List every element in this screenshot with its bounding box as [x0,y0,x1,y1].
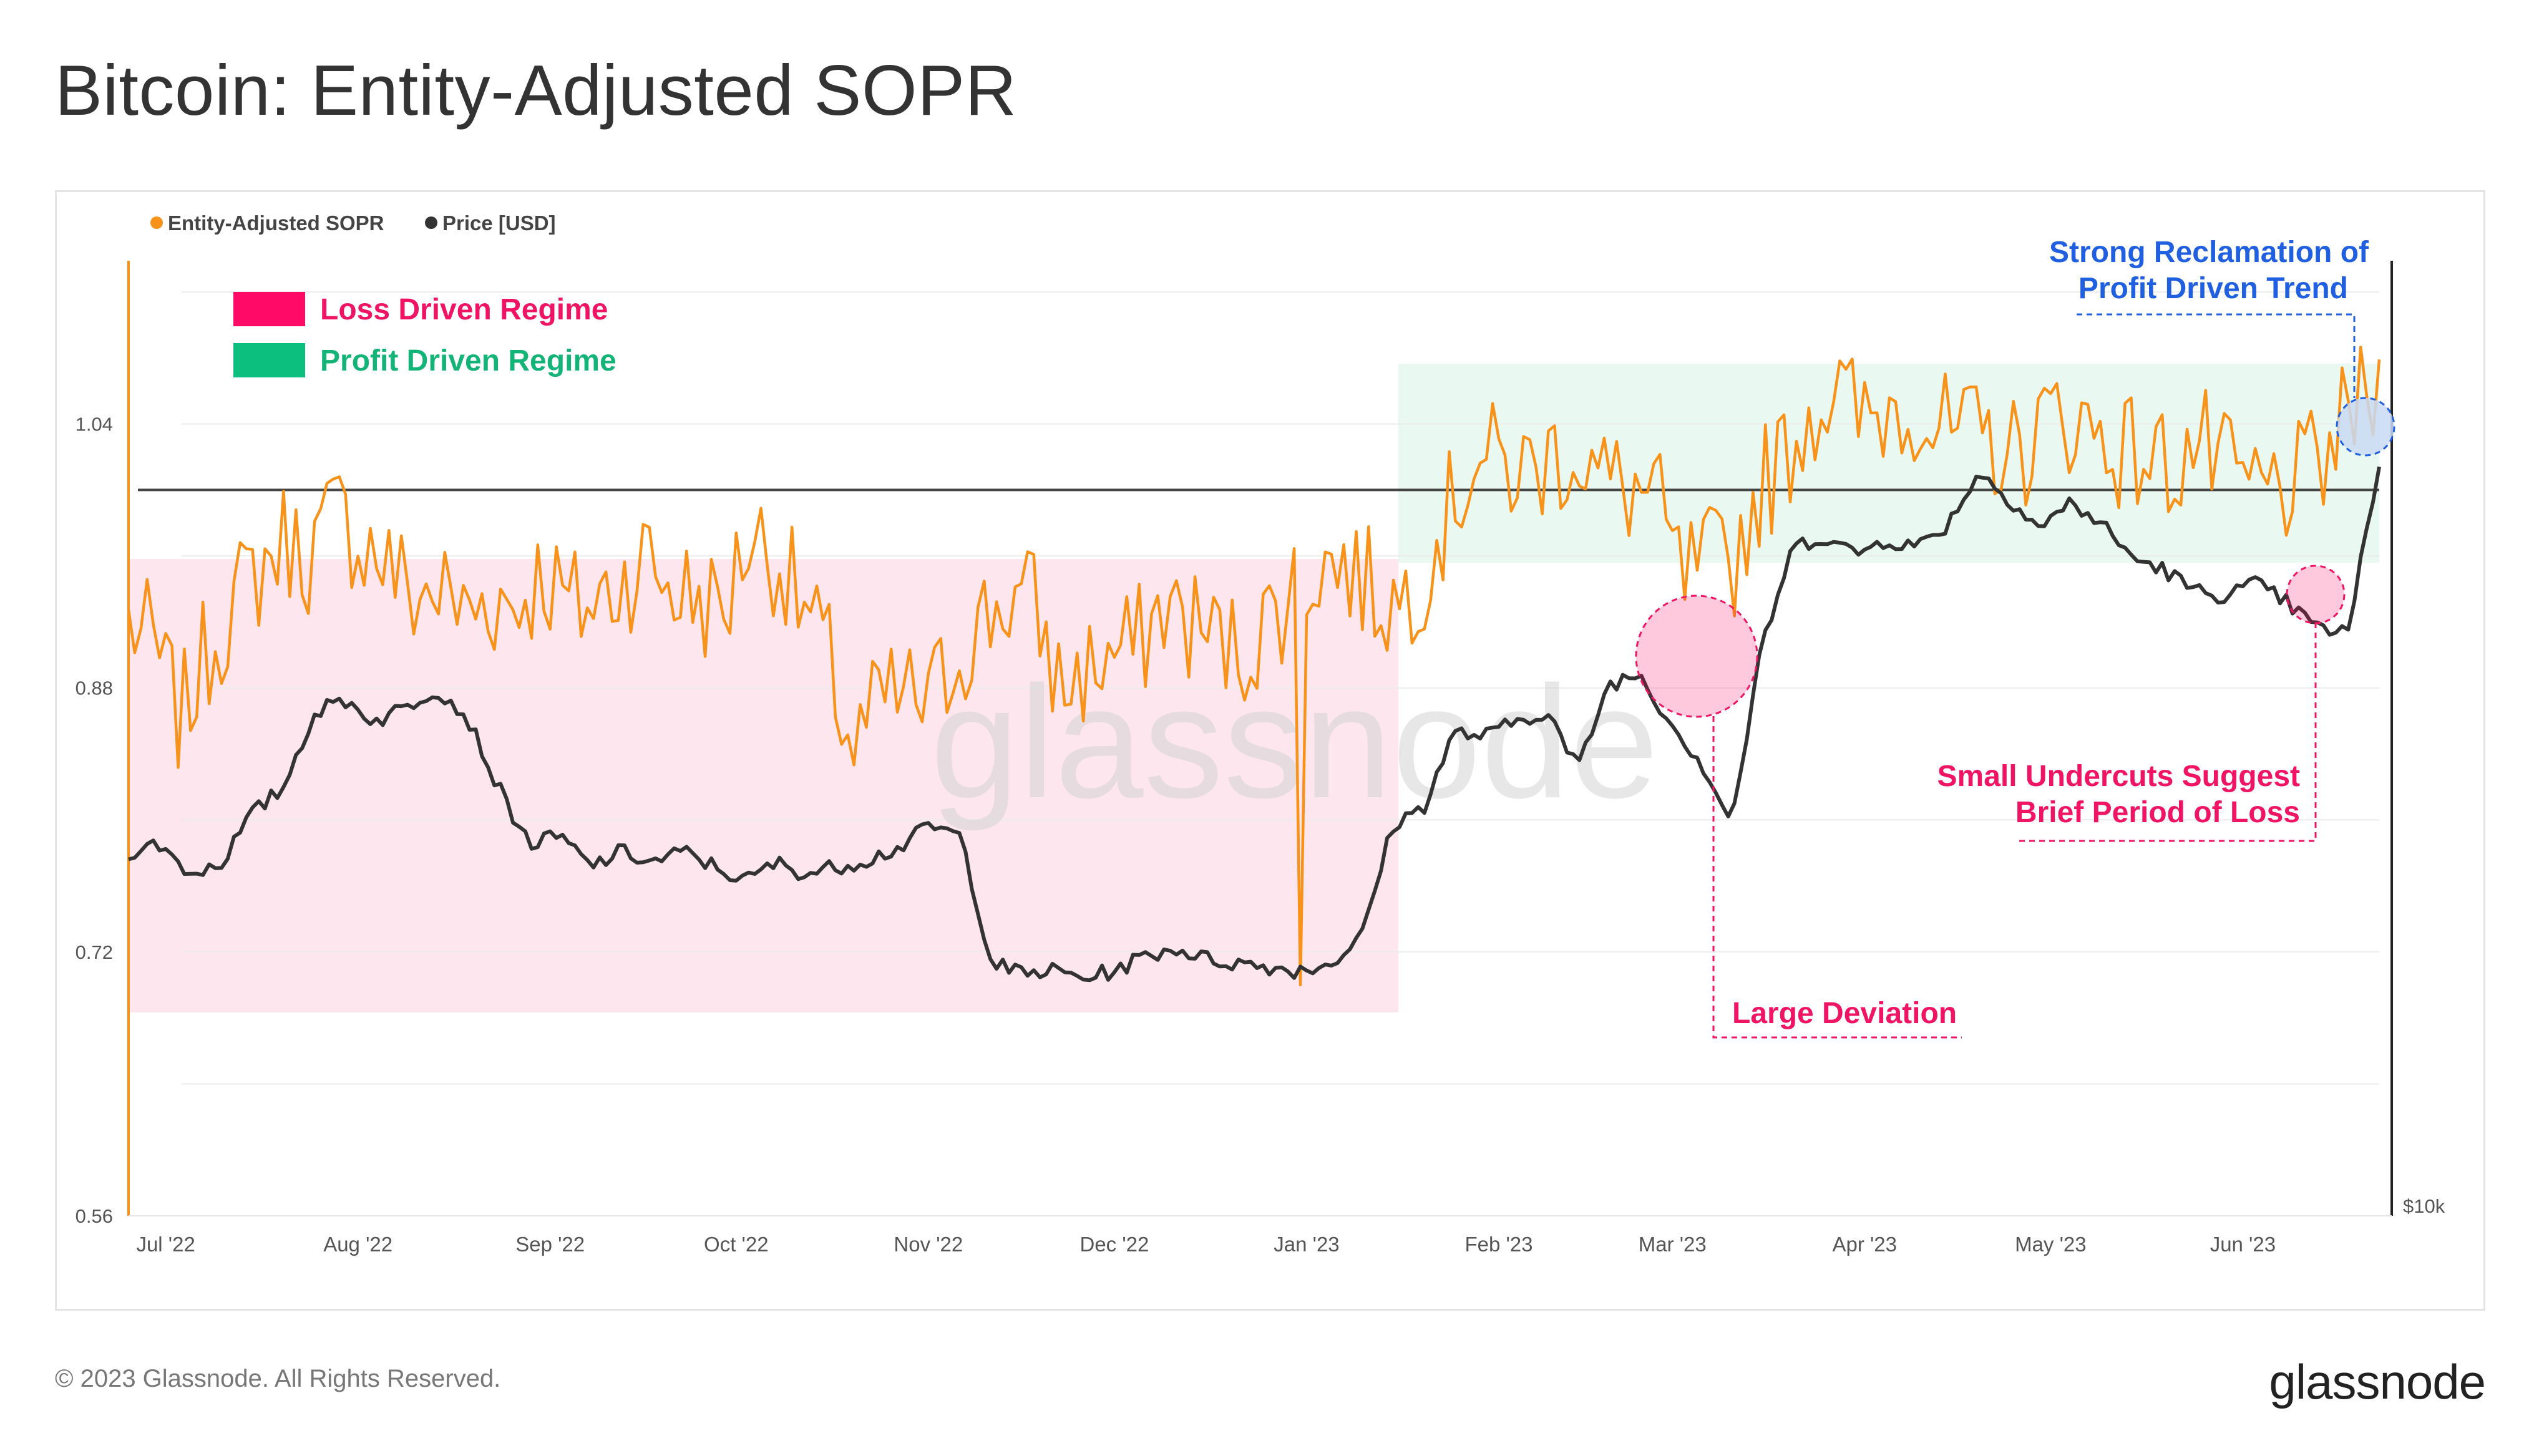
x-tick-label: Aug '22 [323,1233,392,1256]
legend-price-label: Price [USD] [442,211,556,235]
gridlines [182,291,2379,1216]
profit-regime-label: Profit Driven Regime [320,344,616,377]
x-tick-label: Jun '23 [2210,1233,2276,1256]
x-tick-label: Oct '22 [704,1233,769,1256]
deviation-annotation: Large Deviation [1732,997,1957,1030]
reclamation-annotation-line2: Profit Driven Trend [2078,272,2348,305]
legend-price-dot [425,216,437,229]
loss-regime-swatch [233,292,305,326]
price-series-line [128,466,2381,983]
y-tick-label: 1.04 [76,414,113,435]
y-tick-labels: 0.56 0.72 0.88 1.04 [76,414,113,1227]
footer-copyright: © 2023 Glassnode. All Rights Reserved. [55,1365,501,1392]
footer-logo: glassnode [2269,1354,2486,1409]
x-tick-labels: Jul '22 Aug '22 Sep '22 Oct '22 Nov '22 Dec '… [136,1233,2276,1256]
x-tick-label: Jul '22 [136,1233,195,1256]
deviation-leader-line [1712,716,1962,1039]
x-tick-label: Jan '23 [1274,1233,1339,1256]
loss-regime-label: Loss Driven Regime [320,293,608,326]
chart: glassnode 0.56 0.72 0.88 1.04 $10k Jul '22 A… [76,211,2445,1256]
legend-sopr-dot [150,216,163,229]
y-tick-label: 0.56 [76,1205,113,1227]
chart-frame: glassnode 0.56 0.72 0.88 1.04 $10k Jul '22 A… [55,190,2485,1311]
x-tick-label: Sep '22 [515,1233,585,1256]
legend-sopr-label: Entity-Adjusted SOPR [168,211,384,235]
x-tick-label: Mar '23 [1639,1233,1707,1256]
undercut-annotation-line1: Small Undercuts Suggest [1937,760,2300,793]
reclamation-annotation-line1: Strong Reclamation of [2049,236,2369,269]
x-tick-label: May '23 [2015,1233,2087,1256]
deviation-highlight-circle [1635,595,1758,718]
reclamation-leader-line [2077,313,2356,398]
y-tick-label: 0.72 [76,941,113,963]
watermark: glassnode [930,653,1659,832]
sopr-series-line [127,346,2381,987]
profit-regime-swatch [233,343,305,377]
chart-legend[interactable]: Entity-Adjusted SOPR Price [USD] [150,211,556,235]
x-tick-label: Feb '23 [1464,1233,1533,1256]
undercut-annotation-line2: Brief Period of Loss [2015,796,2300,829]
y-tick-label: 0.88 [76,677,113,699]
undercut-highlight-circle [2286,565,2346,624]
undercut-leader-line [2019,623,2317,842]
loss-regime-band [129,559,1398,1012]
reclamation-highlight-circle [2336,397,2395,457]
x-tick-label: Nov '22 [894,1233,963,1256]
page-title: Bitcoin: Entity-Adjusted SOPR [55,51,1017,130]
right-axis-label: $10k [2403,1195,2445,1217]
x-tick-label: Dec '22 [1079,1233,1149,1256]
x-tick-label: Apr '23 [1832,1233,1897,1256]
